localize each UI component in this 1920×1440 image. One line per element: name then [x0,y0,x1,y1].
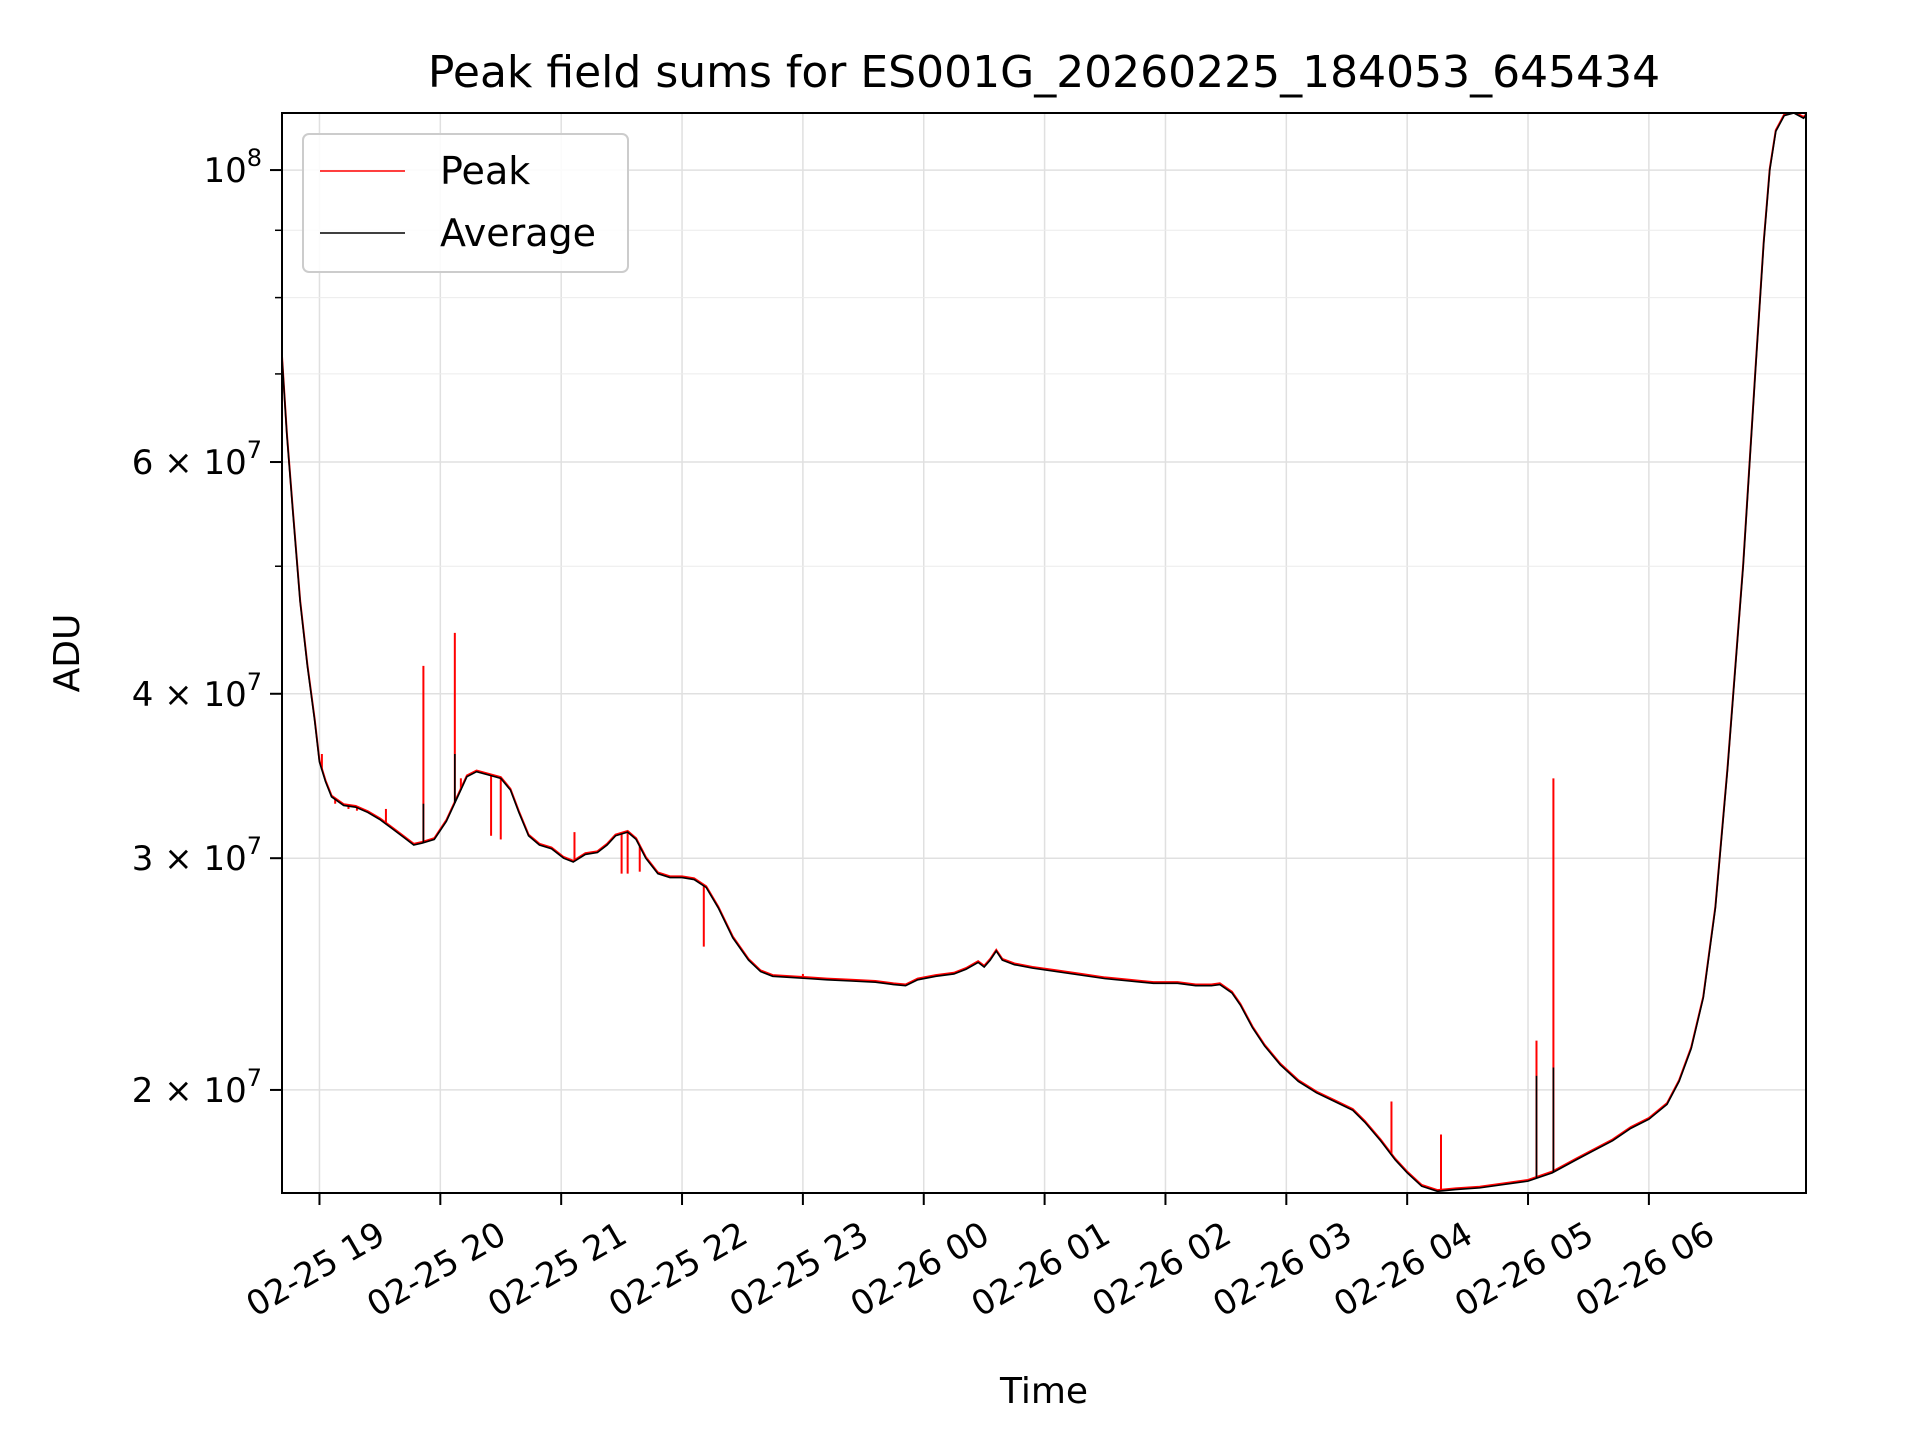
legend: Peak Average [302,133,629,273]
y-tick-label: 108 [203,144,262,191]
y-tick-label: 2 × 107 [132,1064,262,1111]
grid [282,113,1806,1193]
legend-label-peak: Peak [440,149,530,193]
y-axis-label: ADU [47,614,88,693]
legend-label-average: Average [440,211,596,255]
chart-title: Peak field sums for ES001G_20260225_1840… [428,47,1660,98]
y-tick-label: 6 × 107 [132,436,262,483]
legend-box [302,133,629,273]
average-line [282,113,1806,1193]
y-tick-label: 3 × 107 [132,832,262,879]
series-layer [282,113,1806,1193]
y-tick-label: 4 × 107 [132,668,262,715]
x-axis-label: Time [999,1371,1088,1412]
